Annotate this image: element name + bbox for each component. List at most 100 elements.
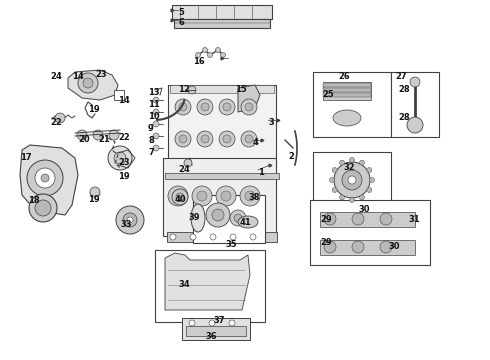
Text: 28: 28 bbox=[398, 113, 410, 122]
Bar bbox=[155, 250, 265, 322]
Circle shape bbox=[179, 103, 187, 111]
Circle shape bbox=[114, 152, 126, 164]
Circle shape bbox=[109, 130, 119, 140]
Circle shape bbox=[380, 241, 392, 253]
Circle shape bbox=[240, 186, 260, 206]
Circle shape bbox=[35, 168, 55, 188]
Ellipse shape bbox=[191, 204, 205, 232]
Text: 22: 22 bbox=[50, 118, 62, 127]
Ellipse shape bbox=[333, 110, 361, 126]
Circle shape bbox=[223, 103, 231, 111]
Text: 20: 20 bbox=[78, 135, 90, 144]
Circle shape bbox=[78, 73, 98, 93]
Text: 6: 6 bbox=[178, 18, 184, 27]
Circle shape bbox=[172, 189, 188, 205]
Circle shape bbox=[223, 135, 231, 143]
Circle shape bbox=[201, 103, 209, 111]
Text: 1: 1 bbox=[258, 168, 264, 177]
Circle shape bbox=[216, 48, 220, 53]
Circle shape bbox=[153, 109, 159, 115]
Text: 29: 29 bbox=[320, 238, 332, 247]
Circle shape bbox=[209, 320, 215, 326]
Circle shape bbox=[250, 234, 256, 240]
Circle shape bbox=[173, 191, 183, 201]
Circle shape bbox=[230, 234, 236, 240]
Bar bbox=[167, 232, 277, 242]
Bar bbox=[174, 19, 270, 28]
Circle shape bbox=[219, 131, 235, 147]
Text: 3: 3 bbox=[268, 118, 274, 127]
Text: 4: 4 bbox=[253, 138, 259, 147]
Circle shape bbox=[116, 206, 144, 234]
Text: 21: 21 bbox=[98, 135, 110, 144]
Polygon shape bbox=[20, 145, 78, 215]
Circle shape bbox=[175, 99, 191, 115]
Bar bbox=[323, 88, 371, 92]
Text: 15: 15 bbox=[235, 85, 247, 94]
Circle shape bbox=[179, 135, 187, 143]
Circle shape bbox=[410, 77, 420, 87]
Circle shape bbox=[234, 214, 242, 222]
Circle shape bbox=[241, 131, 257, 147]
Text: 23: 23 bbox=[118, 158, 130, 167]
Circle shape bbox=[342, 170, 362, 190]
Text: 19: 19 bbox=[118, 172, 130, 181]
Circle shape bbox=[216, 186, 236, 206]
Circle shape bbox=[348, 176, 356, 184]
Text: 9: 9 bbox=[148, 124, 154, 133]
Circle shape bbox=[367, 167, 372, 172]
Circle shape bbox=[340, 195, 344, 200]
Bar bbox=[165, 173, 279, 179]
Text: 30: 30 bbox=[388, 242, 399, 251]
Circle shape bbox=[210, 234, 216, 240]
Text: 26: 26 bbox=[338, 72, 350, 81]
Text: 37: 37 bbox=[213, 316, 224, 325]
Circle shape bbox=[221, 191, 231, 201]
Circle shape bbox=[184, 159, 192, 167]
Circle shape bbox=[367, 188, 372, 193]
Circle shape bbox=[196, 53, 200, 58]
Bar bbox=[310, 200, 430, 265]
Bar bbox=[313, 72, 391, 137]
Text: 14: 14 bbox=[118, 96, 130, 105]
Text: 19: 19 bbox=[88, 195, 99, 204]
Circle shape bbox=[352, 213, 364, 225]
Circle shape bbox=[197, 99, 213, 115]
Text: 8: 8 bbox=[148, 136, 154, 145]
Text: 36: 36 bbox=[205, 332, 217, 341]
Bar bbox=[168, 85, 276, 175]
Text: 39: 39 bbox=[188, 213, 199, 222]
Circle shape bbox=[27, 160, 63, 196]
Text: 35: 35 bbox=[225, 240, 237, 249]
Circle shape bbox=[329, 177, 335, 183]
Polygon shape bbox=[68, 70, 118, 100]
Text: 28: 28 bbox=[398, 85, 410, 94]
Circle shape bbox=[230, 210, 246, 226]
Text: 33: 33 bbox=[120, 220, 131, 229]
Circle shape bbox=[176, 193, 184, 201]
Text: 25: 25 bbox=[322, 90, 334, 99]
Bar bbox=[172, 5, 272, 19]
Text: 32: 32 bbox=[343, 163, 355, 172]
Circle shape bbox=[229, 320, 235, 326]
Text: 24: 24 bbox=[50, 72, 62, 81]
Text: 38: 38 bbox=[248, 193, 260, 202]
Circle shape bbox=[153, 97, 159, 103]
Circle shape bbox=[153, 145, 159, 151]
Text: 31: 31 bbox=[408, 215, 419, 224]
Circle shape bbox=[168, 186, 188, 206]
Bar bbox=[313, 152, 391, 207]
Circle shape bbox=[245, 191, 255, 201]
Circle shape bbox=[206, 203, 230, 227]
Text: 41: 41 bbox=[240, 218, 252, 227]
Circle shape bbox=[153, 133, 159, 139]
Circle shape bbox=[41, 174, 49, 182]
Circle shape bbox=[220, 53, 225, 58]
Circle shape bbox=[35, 200, 51, 216]
Circle shape bbox=[324, 241, 336, 253]
Circle shape bbox=[190, 234, 196, 240]
Text: 19: 19 bbox=[88, 105, 99, 114]
Circle shape bbox=[360, 195, 365, 200]
Circle shape bbox=[241, 99, 257, 115]
Circle shape bbox=[127, 217, 133, 223]
